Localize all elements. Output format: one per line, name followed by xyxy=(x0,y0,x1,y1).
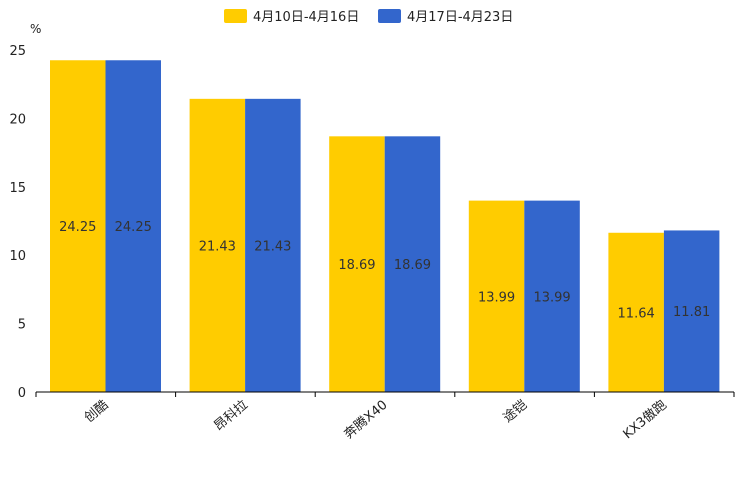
data-label-2-4: 13.99 xyxy=(533,290,570,305)
data-labels-group: 24.25 24.25 21.43 21.43 18.69 18.69 13.99 13.99… xyxy=(59,220,710,321)
x-category-label: 途铠 xyxy=(500,397,530,426)
x-category-label: KX3傲跑 xyxy=(621,398,670,443)
data-label-2-1: 24.25 xyxy=(115,220,152,235)
bars-group xyxy=(50,60,720,393)
data-label-2-5: 11.81 xyxy=(673,305,710,320)
bar-2-2 xyxy=(245,98,301,393)
bar-1-3 xyxy=(329,136,385,392)
y-axis: 0 5 10 15 20 25 xyxy=(9,44,26,401)
legend-label-series-2: 4月17日-4月23日 xyxy=(407,10,513,25)
bar-2-4 xyxy=(524,200,580,392)
bar-2-3 xyxy=(384,136,441,392)
legend-swatch-series-2 xyxy=(378,9,401,23)
data-label-2-3: 18.69 xyxy=(394,258,431,273)
bar-2-5 xyxy=(663,230,720,392)
bar-1-5 xyxy=(608,232,664,392)
y-tick-label: 0 xyxy=(18,386,26,401)
bar-2-1 xyxy=(105,60,161,392)
bar-1-2 xyxy=(189,98,246,393)
legend-swatch-series-1 xyxy=(224,9,247,23)
x-category-label: 创酷 xyxy=(82,398,112,426)
legend-label-series-1: 4月10日-4月16日 xyxy=(253,10,359,25)
x-category-label: 昂科拉 xyxy=(211,398,251,435)
y-tick-label: 5 xyxy=(18,318,26,333)
data-label-1-5: 11.64 xyxy=(618,306,655,321)
data-label-1-4: 13.99 xyxy=(478,290,515,305)
data-label-1-1: 24.25 xyxy=(59,220,96,235)
bar-1-1 xyxy=(50,60,106,392)
y-tick-label: 25 xyxy=(9,44,26,59)
x-axis: 创酷 昂科拉 奔腾X40 途铠 KX3傲跑 xyxy=(35,391,735,443)
data-label-1-3: 18.69 xyxy=(338,258,375,273)
bar-1-4 xyxy=(468,200,525,392)
y-tick-label: 15 xyxy=(9,181,26,196)
data-label-2-2: 21.43 xyxy=(254,239,291,254)
x-category-label: 奔腾X40 xyxy=(341,397,391,442)
y-tick-label: 20 xyxy=(9,112,26,127)
y-axis-unit-label: % xyxy=(30,22,41,36)
legend: 4月10日-4月16日 4月17日-4月23日 xyxy=(224,9,513,25)
y-tick-label: 10 xyxy=(9,249,26,264)
data-label-1-2: 21.43 xyxy=(199,239,236,254)
